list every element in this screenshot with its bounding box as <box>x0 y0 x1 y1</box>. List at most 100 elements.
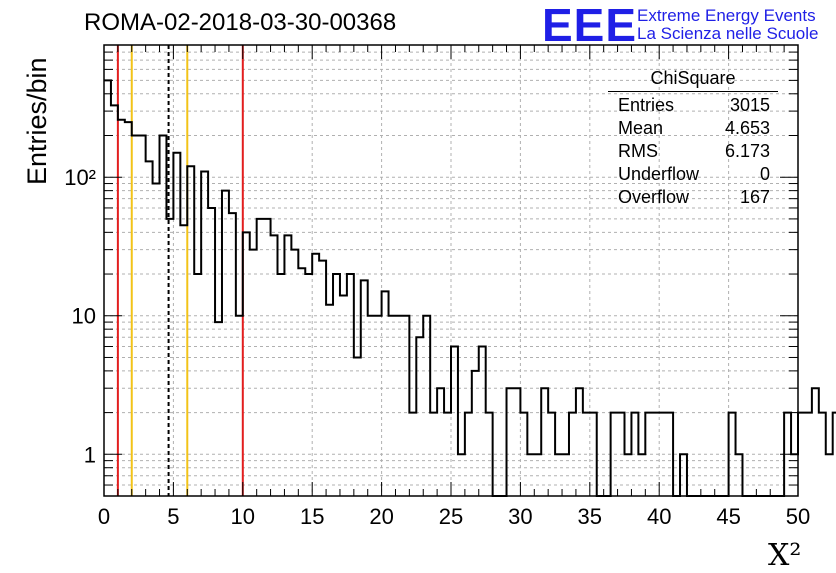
histogram-bin <box>520 413 527 496</box>
histogram-bin <box>257 219 264 496</box>
histogram-bin <box>118 120 125 496</box>
x-axis-label: X² <box>768 538 802 573</box>
x-tick-label: 30 <box>508 504 532 529</box>
histogram-bin <box>298 268 305 496</box>
histogram-bin <box>395 316 402 496</box>
histogram-bin <box>666 413 673 496</box>
histogram-bin <box>222 191 229 496</box>
histogram-bin <box>423 316 430 496</box>
histogram-bin <box>479 346 486 496</box>
histogram-bin <box>631 413 638 496</box>
histogram-bin <box>458 454 465 496</box>
histogram-bin <box>354 357 361 496</box>
histogram-bin <box>347 274 354 496</box>
histogram-bin <box>652 413 659 496</box>
histogram-bin <box>437 388 444 496</box>
histogram-bin <box>166 219 173 496</box>
histogram-bin <box>319 261 326 496</box>
histogram-bin <box>430 413 437 496</box>
histogram-bin <box>659 413 666 496</box>
histogram-bin <box>208 208 215 496</box>
stats-row-entries: Entries 3015 <box>608 94 778 117</box>
histogram-bin <box>416 337 423 496</box>
histogram-bin <box>486 413 493 496</box>
x-tick-label: 15 <box>300 504 324 529</box>
axes: 0 5 10 15 20 25 30 35 40 45 50 1 10 10² <box>64 44 810 529</box>
stats-title: ChiSquare <box>608 68 778 92</box>
histogram-bin <box>215 322 222 496</box>
histogram-bin <box>736 454 743 496</box>
histogram-bin <box>160 135 167 496</box>
stats-box: ChiSquare Entries 3015 Mean 4.653 RMS 6.… <box>608 68 778 209</box>
y-axis-label: Entries/bin <box>22 57 52 185</box>
histogram-bin <box>513 388 520 496</box>
histogram-bin <box>382 291 389 496</box>
histogram-bin <box>187 166 194 496</box>
x-tick-label: 40 <box>647 504 671 529</box>
histogram <box>104 79 836 497</box>
stats-row-rms: RMS 6.173 <box>608 140 778 163</box>
x-tick-label: 0 <box>98 504 110 529</box>
histogram-bin <box>326 305 333 496</box>
histogram-bin <box>798 413 805 496</box>
stats-value: 167 <box>739 187 770 207</box>
histogram-bin <box>340 296 347 496</box>
histogram-bin <box>638 454 645 496</box>
stats-value: 3015 <box>729 95 770 115</box>
stats-row-mean: Mean 4.653 <box>608 117 778 140</box>
histogram-bin <box>729 413 736 496</box>
histogram-bin <box>583 413 590 496</box>
histogram-bin <box>451 346 458 496</box>
x-tick-label: 20 <box>369 504 393 529</box>
stats-label: RMS <box>618 141 658 161</box>
stats-label: Entries <box>618 95 675 115</box>
stats-row-underflow: Underflow 0 <box>608 163 778 186</box>
histogram-bin <box>229 213 236 496</box>
histogram-bin <box>243 232 250 496</box>
histogram-bin <box>104 80 111 496</box>
histogram-bin <box>139 135 146 496</box>
histogram-bin <box>146 161 153 496</box>
histogram-bin <box>555 454 562 496</box>
stats-value: 4.653 <box>724 118 770 138</box>
histogram-bin <box>805 413 812 496</box>
histogram-bin <box>180 225 187 496</box>
x-tick-label: 10 <box>231 504 255 529</box>
histogram-bin <box>125 122 132 496</box>
histogram-bin <box>173 153 180 496</box>
histogram-bin <box>645 413 652 496</box>
histogram-bin <box>826 454 833 496</box>
histogram-bin <box>541 388 548 496</box>
histogram-bin <box>111 105 118 496</box>
stats-label: Mean <box>618 118 664 138</box>
histogram-bin <box>201 171 208 496</box>
histogram-bin <box>548 413 555 496</box>
stats-label: Underflow <box>618 164 700 184</box>
histogram-bin <box>569 413 576 496</box>
histogram-bin <box>250 250 257 496</box>
stats-label: Overflow <box>618 187 690 207</box>
y-tick-label: 1 <box>84 442 96 467</box>
histogram-bin <box>284 235 291 496</box>
x-tick-label: 35 <box>578 504 602 529</box>
histogram-bin <box>271 235 278 496</box>
histogram-bin <box>132 135 139 496</box>
histogram-bin <box>278 274 285 496</box>
histogram-bin <box>680 454 687 496</box>
histogram-bin <box>465 413 472 496</box>
y-tick-label: 10 <box>72 304 96 329</box>
histogram-bin <box>312 254 319 496</box>
stats-value: 0 <box>759 164 770 184</box>
grid-lines <box>104 45 798 496</box>
histogram-bin <box>472 371 479 496</box>
logo-line-2: La Scienza nelle Scuole <box>637 24 819 43</box>
stats-row-overflow: Overflow 167 <box>608 186 778 209</box>
histogram-bin <box>812 388 819 496</box>
histogram-bin <box>590 413 597 496</box>
chart-title: ROMA-02-2018-03-30-00368 <box>84 9 397 36</box>
y-tick-label: 10² <box>64 165 96 190</box>
histogram-bin <box>562 454 569 496</box>
stats-value: 6.173 <box>724 141 770 161</box>
histogram-bin <box>375 316 382 496</box>
